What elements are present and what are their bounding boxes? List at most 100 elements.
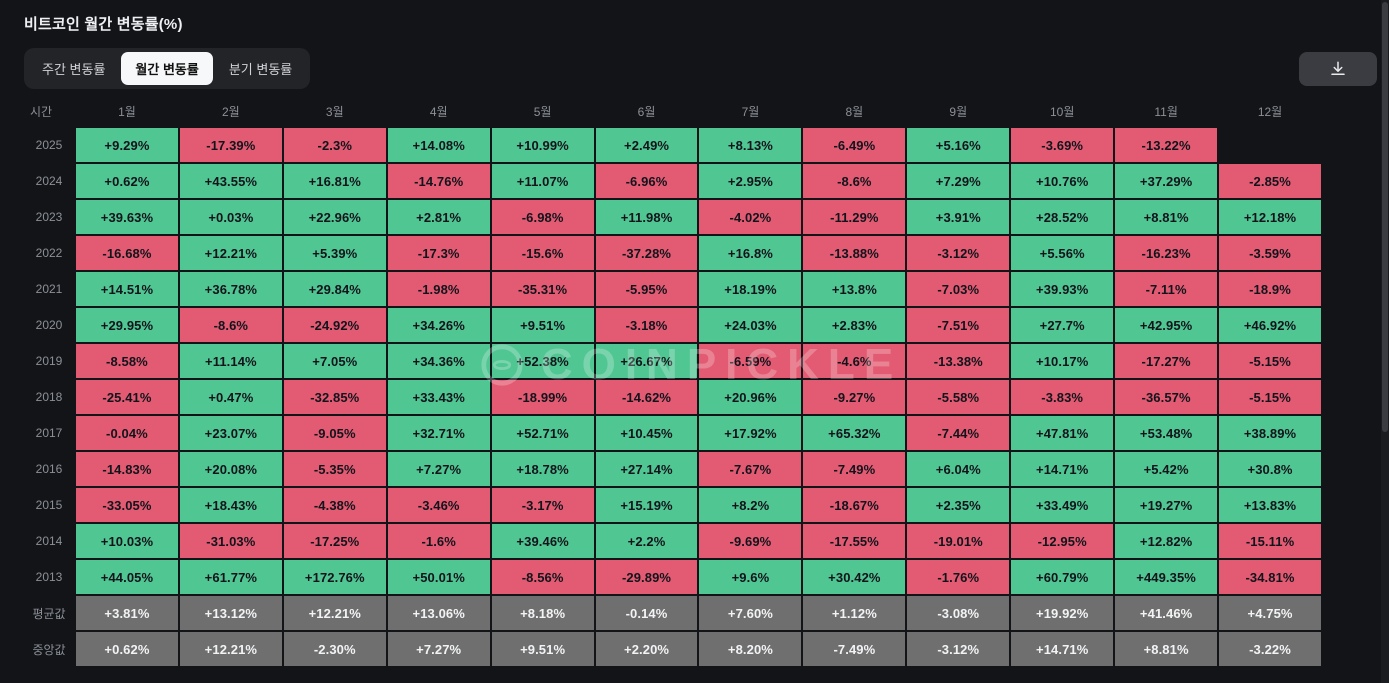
- value-cell: -17.27%: [1115, 344, 1218, 378]
- value-cell: +17.92%: [699, 416, 802, 450]
- value-cell: +3.91%: [907, 200, 1010, 234]
- table-row-평균값: 평균값 +3.81% +13.12% +12.21% +13.06% +8.18% -0.1…: [24, 596, 1321, 630]
- tab-group: 주간 변동률 월간 변동률 분기 변동률: [24, 48, 311, 89]
- table-row-2021: 2021 +14.51% +36.78% +29.84% -1.98% -35.31% -5…: [24, 272, 1321, 306]
- value-cell: +2.35%: [907, 488, 1010, 522]
- row-label: 2021: [35, 282, 63, 296]
- value-cell: +1.12%: [803, 596, 906, 630]
- value-cell: +19.27%: [1115, 488, 1218, 522]
- value-cell: +16.81%: [283, 164, 386, 198]
- value-cell: +12.21%: [179, 632, 282, 666]
- value-cell: -3.46%: [387, 488, 490, 522]
- value-cell: -0.14%: [595, 596, 698, 630]
- value-cell: +34.36%: [387, 344, 490, 378]
- value-cell: +39.93%: [1011, 272, 1114, 306]
- value-cell: +9.51%: [491, 308, 594, 342]
- value-cell: +8.18%: [491, 596, 594, 630]
- col-header-month: 1월: [118, 104, 136, 119]
- value-cell: -3.17%: [491, 488, 594, 522]
- download-button[interactable]: [1299, 51, 1377, 86]
- value-cell: +34.26%: [387, 308, 490, 342]
- value-cell: -24.92%: [283, 308, 386, 342]
- value-cell: +27.14%: [595, 452, 698, 486]
- value-cell: +13.12%: [179, 596, 282, 630]
- value-cell: +8.81%: [1115, 632, 1218, 666]
- value-cell: +3.81%: [76, 596, 178, 630]
- value-cell: +10.03%: [76, 524, 178, 558]
- value-cell: -17.3%: [387, 236, 490, 270]
- value-cell: -14.76%: [387, 164, 490, 198]
- value-cell: +2.2%: [595, 524, 698, 558]
- value-cell: +8.81%: [1115, 200, 1218, 234]
- value-cell: +53.48%: [1115, 416, 1218, 450]
- value-cell: -4.38%: [283, 488, 386, 522]
- value-cell: -31.03%: [179, 524, 282, 558]
- value-cell: +13.83%: [1219, 488, 1321, 522]
- table-row-2015: 2015 -33.05% +18.43% -4.38% -3.46% -3.17% +15.…: [24, 488, 1321, 522]
- value-cell: -5.95%: [595, 272, 698, 306]
- value-cell: +9.29%: [76, 128, 178, 162]
- col-header-month: 10월: [1050, 104, 1075, 119]
- value-cell: +47.81%: [1011, 416, 1114, 450]
- value-cell: +39.46%: [491, 524, 594, 558]
- scrollbar-thumb[interactable]: [1382, 2, 1388, 432]
- value-cell: -29.89%: [595, 560, 698, 594]
- value-cell: -5.15%: [1219, 380, 1321, 414]
- value-cell: -37.28%: [595, 236, 698, 270]
- value-cell: +5.56%: [1011, 236, 1114, 270]
- value-cell: +18.78%: [491, 452, 594, 486]
- value-cell: +2.95%: [699, 164, 802, 198]
- value-cell: +5.39%: [283, 236, 386, 270]
- value-cell: -16.23%: [1115, 236, 1218, 270]
- row-label: 2016: [35, 462, 63, 476]
- value-cell: +10.76%: [1011, 164, 1114, 198]
- col-header-month: 7월: [741, 104, 760, 119]
- value-cell: -1.98%: [387, 272, 490, 306]
- row-label: 2014: [35, 534, 63, 548]
- scrollbar[interactable]: [1381, 0, 1389, 683]
- value-cell: +16.8%: [699, 236, 802, 270]
- value-cell: -7.44%: [907, 416, 1010, 450]
- value-cell: +11.14%: [179, 344, 282, 378]
- table-row-2013: 2013 +44.05% +61.77% +172.76% +50.01% -8.56% -…: [24, 560, 1321, 594]
- value-cell: +28.52%: [1011, 200, 1114, 234]
- value-cell: -3.12%: [907, 632, 1010, 666]
- table-row-2025: 2025 +9.29% -17.39% -2.3% +14.08% +10.99% +2.4…: [24, 128, 1321, 162]
- value-cell: -8.56%: [491, 560, 594, 594]
- row-label: 2023: [35, 210, 63, 224]
- value-cell: +29.84%: [283, 272, 386, 306]
- value-cell: +0.62%: [76, 632, 178, 666]
- value-cell: -7.49%: [803, 632, 906, 666]
- row-label: 2019: [35, 354, 63, 368]
- value-cell: +11.98%: [595, 200, 698, 234]
- value-cell: +43.55%: [179, 164, 282, 198]
- value-cell: +61.77%: [179, 560, 282, 594]
- value-cell: -14.62%: [595, 380, 698, 414]
- value-cell: +30.42%: [803, 560, 906, 594]
- download-icon: [1329, 60, 1347, 78]
- value-cell: +9.51%: [491, 632, 594, 666]
- tab-weekly[interactable]: 주간 변동률: [28, 52, 119, 85]
- table-row-2024: 2024 +0.62% +43.55% +16.81% -14.76% +11.07% -6…: [24, 164, 1321, 198]
- table-row-2022: 2022 -16.68% +12.21% +5.39% -17.3% -15.6% -37.…: [24, 236, 1321, 270]
- value-cell: -12.95%: [1011, 524, 1114, 558]
- value-cell: +38.89%: [1219, 416, 1321, 450]
- tab-quarterly[interactable]: 분기 변동률: [215, 52, 306, 85]
- col-header-month: 9월: [949, 104, 968, 119]
- value-cell: +14.08%: [387, 128, 490, 162]
- value-cell: +29.95%: [76, 308, 178, 342]
- value-cell: +20.08%: [179, 452, 282, 486]
- table-row-2017: 2017 -0.04% +23.07% -9.05% +32.71% +52.71% +10…: [24, 416, 1321, 450]
- value-cell: -34.81%: [1219, 560, 1321, 594]
- value-cell: -1.6%: [387, 524, 490, 558]
- value-cell: +5.42%: [1115, 452, 1218, 486]
- row-label: 2022: [35, 246, 63, 260]
- value-cell: +12.82%: [1115, 524, 1218, 558]
- col-header-month: 2월: [222, 104, 240, 119]
- value-cell: -6.98%: [491, 200, 594, 234]
- value-cell: -3.18%: [595, 308, 698, 342]
- row-label: 2025: [35, 138, 63, 152]
- value-cell: +2.81%: [387, 200, 490, 234]
- value-cell: -14.83%: [76, 452, 178, 486]
- tab-monthly[interactable]: 월간 변동률: [121, 52, 213, 85]
